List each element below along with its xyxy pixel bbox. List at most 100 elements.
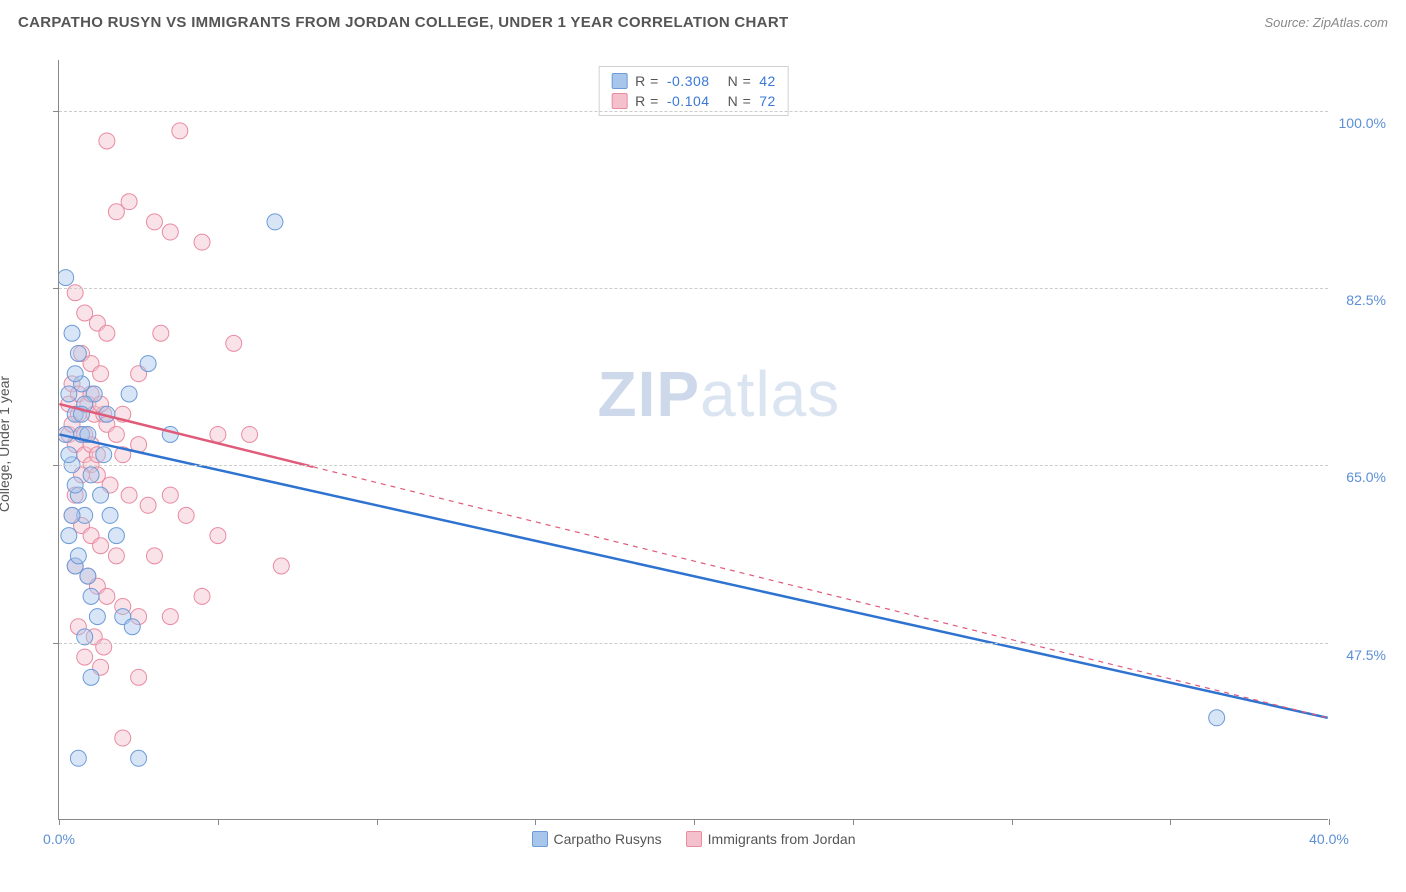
x-tick-mark xyxy=(377,819,378,825)
scatter-point xyxy=(61,528,77,544)
scatter-point xyxy=(67,437,83,453)
stat-r-value: -0.308 xyxy=(667,73,710,89)
scatter-point xyxy=(80,426,96,442)
scatter-point xyxy=(108,548,124,564)
scatter-point xyxy=(70,750,86,766)
scatter-point xyxy=(80,568,96,584)
scatter-point xyxy=(67,406,83,422)
scatter-point xyxy=(64,325,80,341)
scatter-point xyxy=(121,487,137,503)
scatter-point xyxy=(108,204,124,220)
scatter-point xyxy=(89,467,105,483)
y-axis-label: College, Under 1 year xyxy=(0,376,12,512)
legend-swatch xyxy=(611,73,627,89)
scatter-point xyxy=(74,376,90,392)
scatter-point xyxy=(61,386,77,402)
scatter-point xyxy=(267,214,283,230)
scatter-point xyxy=(80,568,96,584)
scatter-point xyxy=(178,507,194,523)
scatter-point xyxy=(108,426,124,442)
scatter-point xyxy=(86,406,102,422)
x-tick-mark xyxy=(1012,819,1013,825)
scatter-point xyxy=(89,315,105,331)
scatter-point xyxy=(59,270,74,286)
scatter-point xyxy=(77,447,93,463)
scatter-point xyxy=(89,609,105,625)
stats-legend-box: R = -0.308N = 42R = -0.104N = 72 xyxy=(598,66,789,116)
scatter-point xyxy=(77,396,93,412)
legend-label: Carpatho Rusyns xyxy=(554,831,662,847)
svg-layer xyxy=(59,60,1328,819)
scatter-point xyxy=(93,396,109,412)
x-tick-mark xyxy=(218,819,219,825)
x-tick-mark xyxy=(535,819,536,825)
y-tick-mark xyxy=(53,643,59,644)
scatter-point xyxy=(172,123,188,139)
scatter-point xyxy=(59,426,74,442)
chart-container: College, Under 1 year ZIPatlas R = -0.30… xyxy=(18,48,1388,840)
bottom-legend: Carpatho Rusyns Immigrants from Jordan xyxy=(532,831,856,847)
scatter-point xyxy=(210,426,226,442)
scatter-point xyxy=(242,426,258,442)
legend-swatch xyxy=(686,831,702,847)
scatter-point xyxy=(162,609,178,625)
scatter-point xyxy=(115,609,131,625)
scatter-point xyxy=(77,426,93,442)
scatter-point xyxy=(131,750,147,766)
scatter-point xyxy=(70,548,86,564)
scatter-point xyxy=(162,426,178,442)
scatter-point xyxy=(99,416,115,432)
scatter-point xyxy=(121,194,137,210)
x-tick-mark xyxy=(59,819,60,825)
chart-title: CARPATHO RUSYN VS IMMIGRANTS FROM JORDAN… xyxy=(18,14,788,31)
scatter-point xyxy=(162,224,178,240)
legend-swatch xyxy=(532,831,548,847)
scatter-point xyxy=(67,477,83,493)
scatter-point xyxy=(83,356,99,372)
legend-swatch xyxy=(611,93,627,109)
x-tick-mark xyxy=(1170,819,1171,825)
scatter-point xyxy=(115,598,131,614)
trend-line xyxy=(59,434,1327,717)
scatter-point xyxy=(70,487,86,503)
scatter-point xyxy=(74,518,90,534)
scatter-point xyxy=(96,406,112,422)
y-tick-label: 65.0% xyxy=(1346,469,1386,485)
scatter-point xyxy=(86,386,102,402)
scatter-point xyxy=(77,305,93,321)
y-tick-label: 100.0% xyxy=(1339,115,1386,131)
scatter-point xyxy=(108,528,124,544)
stat-r-label: R = xyxy=(635,73,659,89)
scatter-point xyxy=(70,386,86,402)
scatter-point xyxy=(77,507,93,523)
scatter-point xyxy=(1209,710,1225,726)
scatter-point xyxy=(83,386,99,402)
scatter-point xyxy=(70,619,86,635)
stat-n-value: 72 xyxy=(759,93,776,109)
stat-n-value: 42 xyxy=(759,73,776,89)
scatter-point xyxy=(115,406,131,422)
gridline-h xyxy=(59,465,1328,466)
scatter-point xyxy=(162,487,178,503)
scatter-point xyxy=(67,366,83,382)
x-tick-mark xyxy=(853,819,854,825)
gridline-h xyxy=(59,111,1328,112)
scatter-point xyxy=(83,588,99,604)
watermark: ZIPatlas xyxy=(598,357,841,431)
scatter-point xyxy=(140,356,156,372)
scatter-point xyxy=(83,528,99,544)
stat-n-label: N = xyxy=(728,73,752,89)
scatter-point xyxy=(83,669,99,685)
scatter-point xyxy=(74,467,90,483)
scatter-point xyxy=(70,345,86,361)
scatter-point xyxy=(80,396,96,412)
trend-line-dashed xyxy=(313,467,1328,718)
stat-n-label: N = xyxy=(728,93,752,109)
scatter-point xyxy=(89,447,105,463)
scatter-point xyxy=(124,619,140,635)
stats-row: R = -0.308 N = 42 xyxy=(611,71,776,91)
legend-item: Carpatho Rusyns xyxy=(532,831,662,847)
legend-item: Immigrants from Jordan xyxy=(686,831,856,847)
scatter-point xyxy=(210,528,226,544)
scatter-point xyxy=(115,730,131,746)
